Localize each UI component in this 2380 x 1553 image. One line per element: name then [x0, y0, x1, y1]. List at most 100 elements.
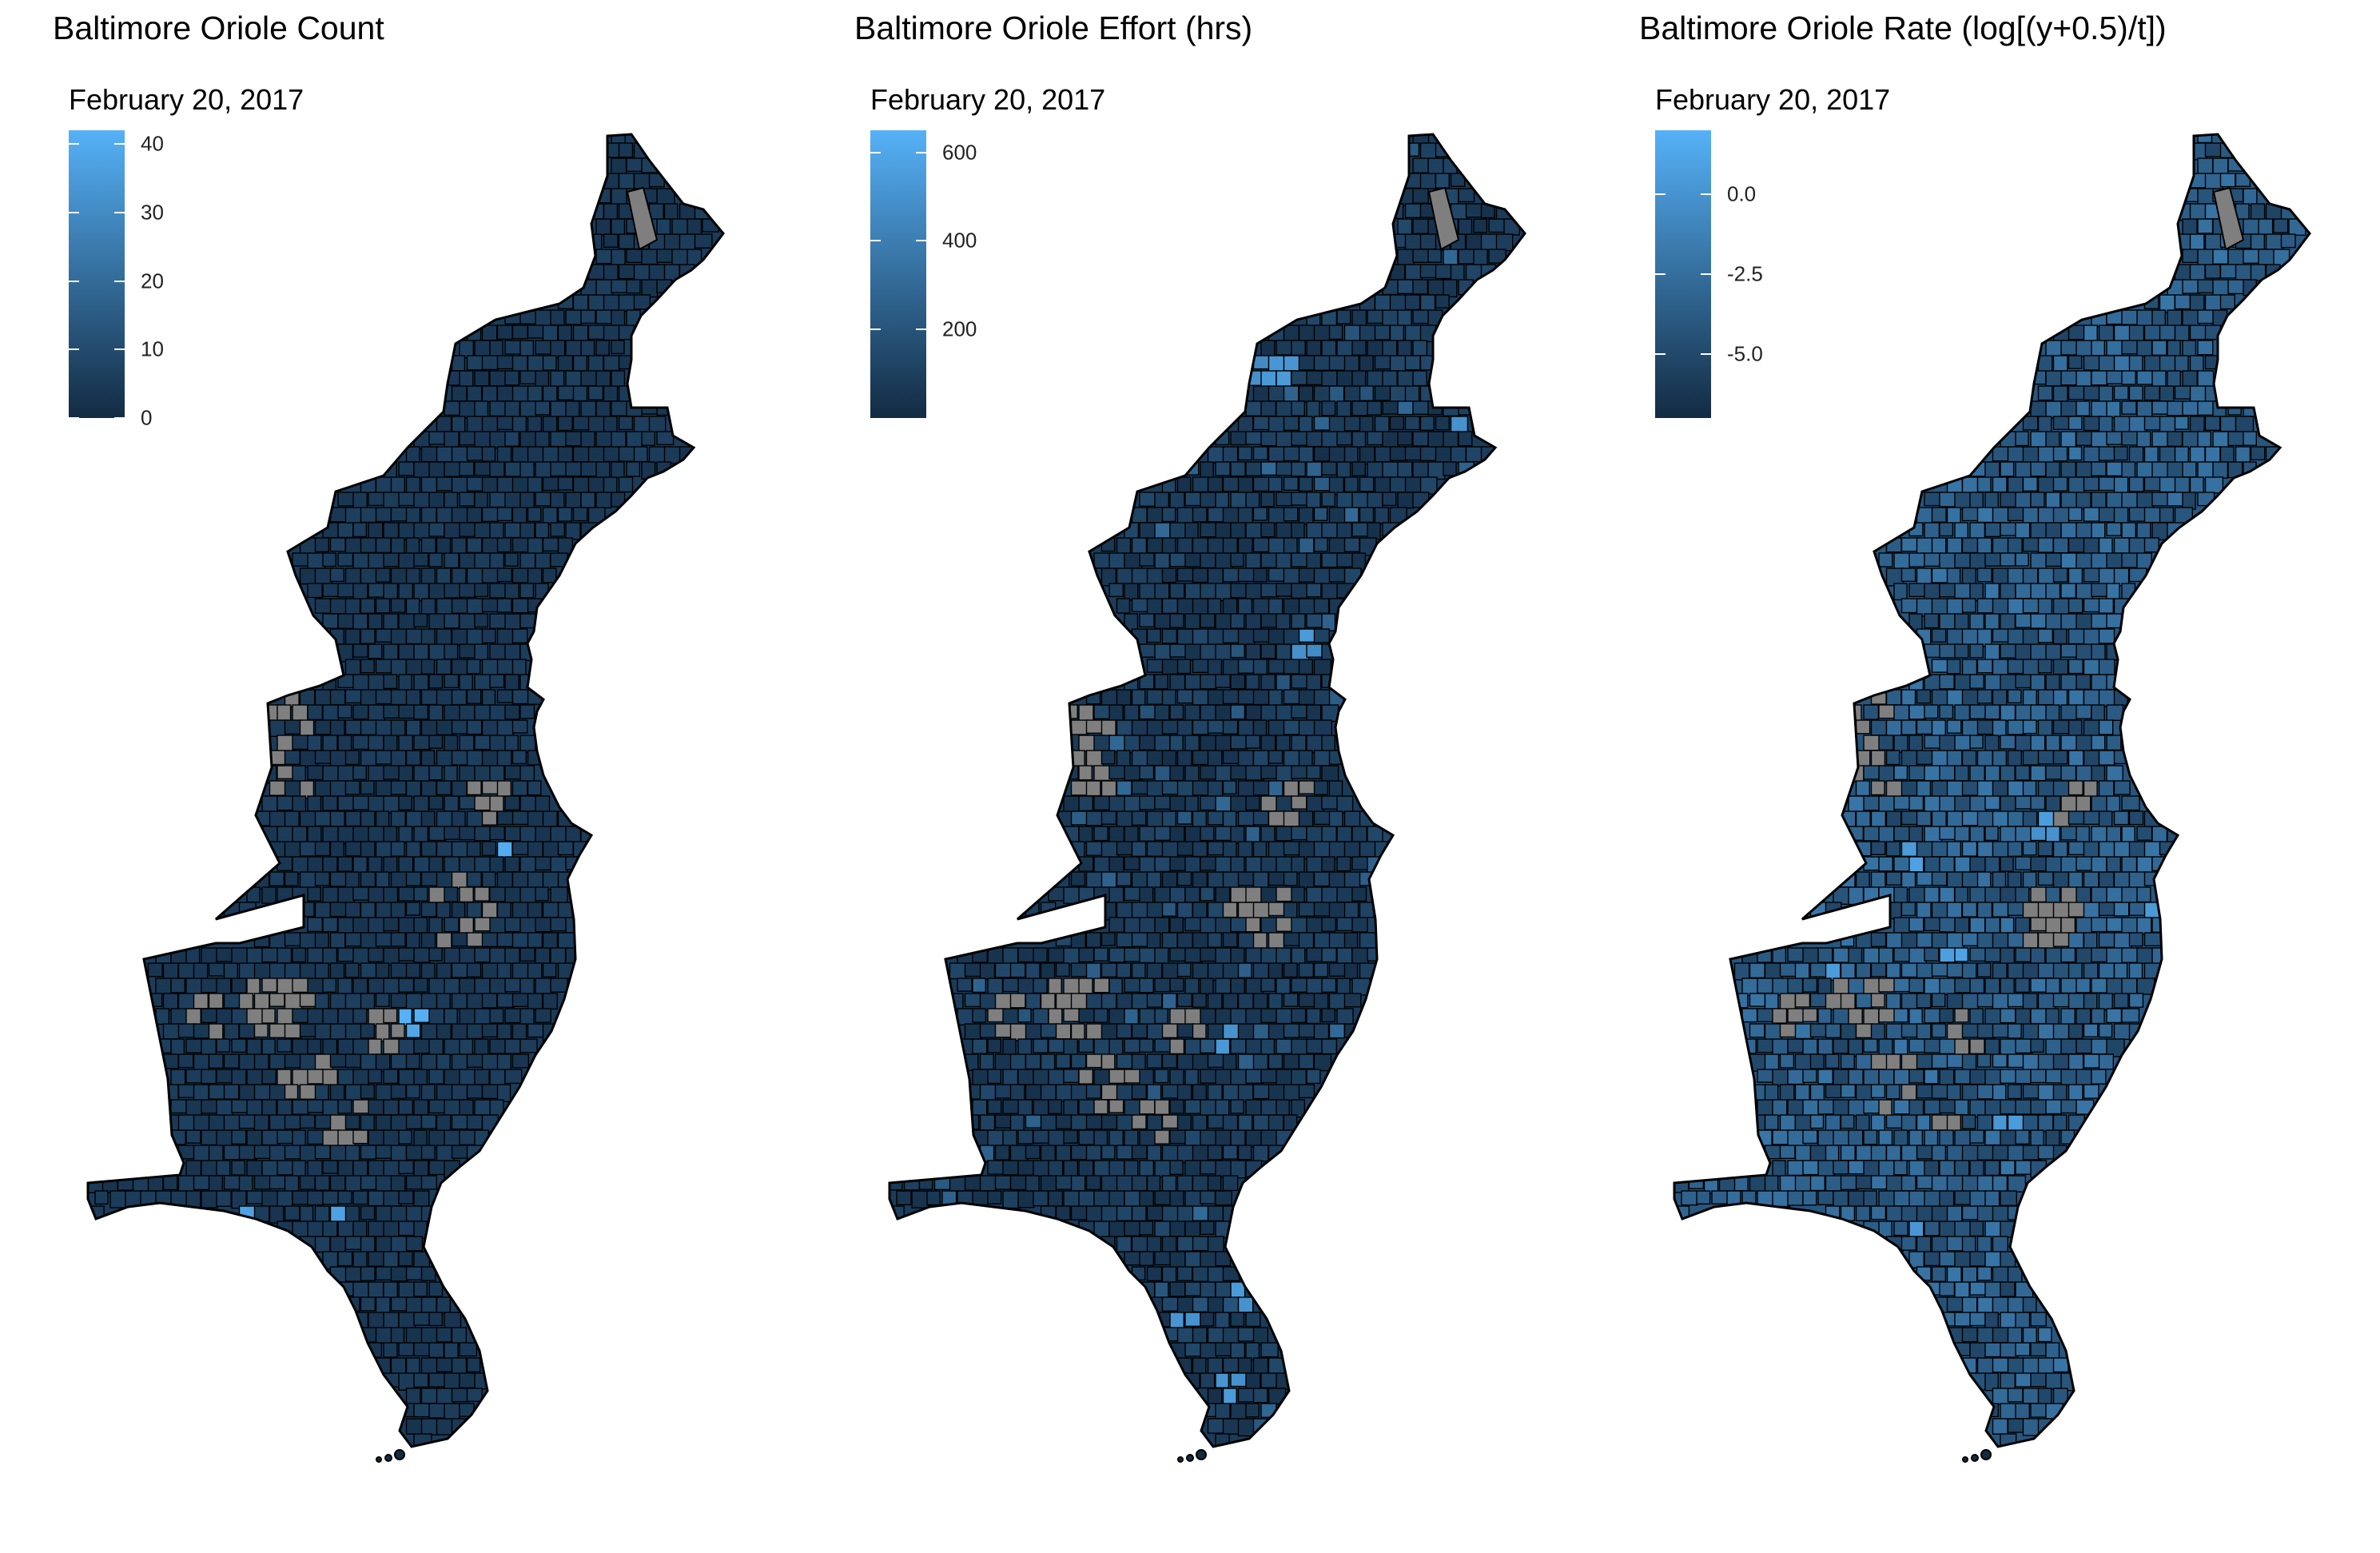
county-cell — [1419, 446, 1439, 461]
county-cell — [360, 628, 376, 644]
county-cell — [2060, 461, 2076, 480]
county-cell — [1093, 886, 1112, 903]
county-cell — [352, 674, 369, 692]
county-cell — [504, 583, 519, 599]
county-cell — [390, 719, 406, 737]
county-cell — [2037, 1023, 2055, 1041]
county-cell — [2243, 218, 2260, 235]
county-cell — [1048, 1099, 1062, 1114]
county-cell — [1063, 1160, 1078, 1177]
county-cell — [383, 856, 398, 874]
county-cell — [299, 780, 315, 799]
county-cell — [322, 613, 339, 629]
county-cell — [1268, 659, 1285, 675]
county-cell — [2091, 340, 2105, 356]
county-cell — [1757, 1038, 1774, 1053]
county-cell — [1040, 962, 1056, 981]
county-cell — [1237, 993, 1254, 1011]
county-cell — [1116, 902, 1133, 919]
county-cell — [1343, 325, 1363, 342]
county-cell — [277, 1099, 293, 1117]
county-cell — [420, 1327, 439, 1345]
county-cell — [1283, 659, 1300, 675]
county-cell — [1878, 552, 1893, 567]
county-cell — [375, 689, 393, 705]
county-cell — [2007, 1418, 2025, 1433]
county-cell — [2022, 1023, 2040, 1041]
county-cell — [542, 962, 557, 978]
county-cell — [504, 886, 522, 904]
county-cell — [1802, 1008, 1818, 1022]
county-cell — [489, 461, 505, 477]
county-cell — [1900, 719, 1917, 735]
county-cell — [1757, 1099, 1773, 1117]
county-cell — [550, 886, 568, 905]
county-cell — [1146, 628, 1161, 643]
county-cell — [390, 871, 408, 888]
county-cell — [1276, 704, 1294, 723]
county-cell — [1772, 978, 1790, 996]
county-cell — [1992, 567, 2010, 586]
county-cell — [420, 1145, 436, 1161]
county-cell — [1009, 1175, 1028, 1191]
county-cell — [420, 932, 436, 950]
count-map-panel: Baltimore Oriole Count February 20, 2017… — [0, 0, 794, 1553]
county-cell — [466, 598, 484, 615]
county-cell — [413, 1069, 428, 1085]
county-cell — [496, 325, 513, 340]
county-cell — [511, 719, 528, 734]
county-cell — [1283, 507, 1299, 522]
county-cell — [1276, 340, 1292, 356]
county-cell — [2076, 552, 2093, 570]
county-cell — [1313, 628, 1330, 643]
county-cell — [1961, 750, 1977, 767]
county-cell — [2121, 461, 2136, 480]
county-cell — [398, 1008, 412, 1027]
county-cell — [261, 1038, 276, 1057]
county-cell — [1245, 795, 1260, 811]
county-cell — [1313, 689, 1331, 706]
county-cell — [1984, 947, 2001, 962]
county-cell — [1116, 962, 1132, 978]
county-cell — [663, 233, 680, 251]
county-cell — [1878, 735, 1894, 751]
county-cell — [504, 978, 521, 993]
county-cell — [1276, 370, 1292, 387]
county-cell — [2030, 1403, 2048, 1418]
county-cell — [383, 704, 402, 719]
county-cell — [557, 416, 573, 432]
county-cell — [2106, 856, 2121, 873]
county-cell — [2045, 583, 2061, 600]
county-cell — [1085, 810, 1103, 826]
county-cell — [322, 917, 339, 933]
county-cell — [1268, 1023, 1286, 1041]
county-cell — [603, 476, 618, 494]
county-cell — [383, 1099, 400, 1116]
county-cell — [1184, 522, 1199, 540]
county-cell — [307, 1129, 325, 1145]
county-cell — [1779, 993, 1797, 1011]
county-cell — [511, 841, 530, 855]
county-cell — [1969, 613, 1985, 631]
county-cell — [466, 507, 483, 524]
county-cell — [1222, 1023, 1240, 1040]
county-cell — [1984, 704, 2000, 720]
county-cell — [1313, 355, 1332, 371]
county-cell — [1033, 1038, 1049, 1053]
county-cell — [1976, 719, 1994, 735]
county-cell — [1283, 719, 1300, 735]
county-cell — [413, 856, 432, 874]
county-cell — [1321, 522, 1339, 539]
county-cell — [1908, 886, 1926, 903]
county-cell — [2045, 978, 2060, 994]
county-cell — [1268, 810, 1287, 826]
county-cell — [1215, 947, 1233, 966]
county-cell — [1992, 1327, 2010, 1344]
county-cell — [2037, 355, 2053, 372]
county-cell — [444, 552, 460, 569]
county-cell — [1283, 871, 1298, 886]
county-cell — [1100, 993, 1117, 1011]
county-cell — [1176, 1114, 1192, 1131]
county-cell — [2167, 492, 2186, 507]
county-cell — [444, 1069, 462, 1086]
